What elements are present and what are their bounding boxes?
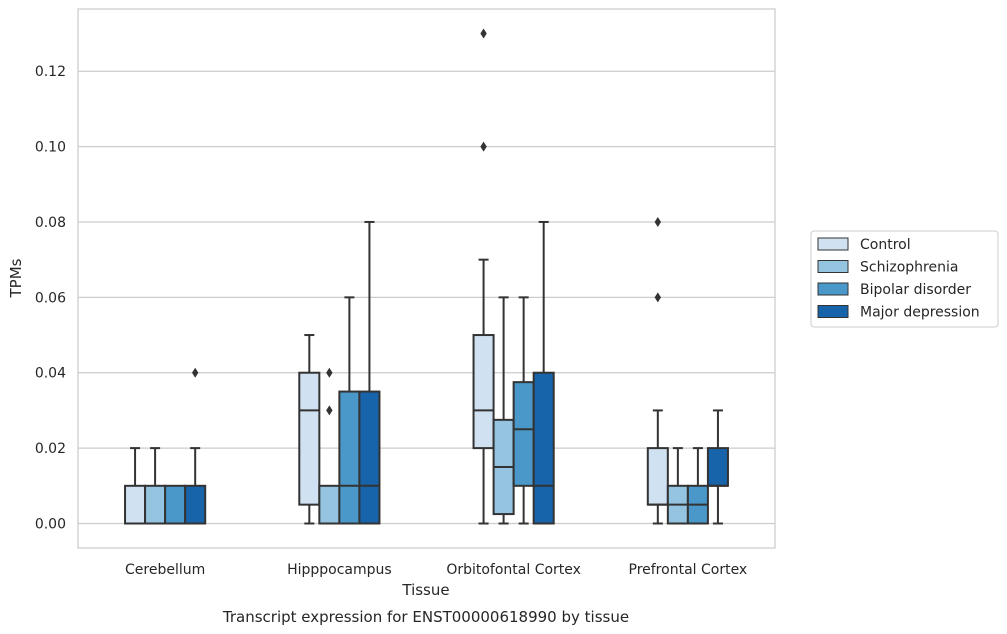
- box-schizophrenia: [666, 447, 689, 525]
- box-bipolar-disorder: [164, 484, 187, 525]
- box-control: [646, 216, 669, 525]
- x-tick-label: Cerebellum: [125, 562, 205, 578]
- box-iqr: [646, 447, 669, 506]
- y-tick-label: 0.04: [35, 366, 66, 382]
- box-bipolar-disorder: [512, 296, 535, 525]
- legend-swatch: [817, 237, 849, 251]
- x-tick-labels: Cerebellum Hipppocampus Orbitofontal Corte…: [125, 562, 747, 578]
- legend-frame: [810, 230, 999, 328]
- box-iqr: [184, 484, 207, 525]
- y-tick-labels: 0.00 0.02 0.04 0.06 0.08 0.10 0.12: [35, 64, 66, 532]
- box-iqr: [338, 390, 361, 525]
- y-tick-label: 0.12: [35, 64, 66, 80]
- outlier-point: [480, 28, 487, 39]
- box-control: [472, 28, 495, 525]
- legend-label: Bipolar disorder: [860, 282, 971, 298]
- x-tick-label: Prefrontal Cortex: [629, 562, 748, 578]
- y-tick-label: 0.10: [35, 140, 66, 156]
- y-axis-label: TPMs: [7, 258, 25, 298]
- box-bipolar-disorder: [686, 447, 709, 525]
- outlier-point: [326, 405, 333, 416]
- y-tick-label: 0.00: [35, 517, 66, 533]
- outlier-point: [191, 367, 199, 378]
- legend-label: Schizophrenia: [860, 260, 958, 276]
- chart-title: Transcript expression for ENST0000061899…: [222, 608, 629, 626]
- legend-label: Control: [860, 237, 911, 253]
- outlier-point: [654, 292, 662, 303]
- boxes: [124, 28, 729, 525]
- plot-background: [78, 9, 775, 548]
- legend-swatch: [817, 282, 849, 296]
- box-iqr: [512, 381, 535, 487]
- box-major-depression: [706, 409, 729, 525]
- outlier-point: [326, 367, 333, 378]
- box-iqr: [472, 334, 495, 450]
- box-major-depression: [532, 220, 555, 525]
- x-tick-label: Orbitofontal Cortex: [446, 562, 581, 578]
- y-tick-label: 0.06: [35, 290, 66, 306]
- y-tick-label: 0.02: [35, 441, 66, 457]
- outlier-point: [480, 141, 487, 152]
- box-iqr: [358, 390, 381, 525]
- legend-label: Major depression: [860, 305, 980, 321]
- legend-swatch: [817, 305, 849, 318]
- x-axis-label: Tissue: [401, 581, 449, 599]
- box-major-depression: [184, 367, 207, 525]
- box-iqr: [706, 447, 729, 487]
- y-tick-label: 0.08: [35, 215, 66, 231]
- legend: Control Schizophrenia Bipolar disorder Majo…: [810, 230, 999, 328]
- legend-swatch: [817, 260, 849, 273]
- box-iqr: [164, 484, 187, 525]
- box-iqr: [298, 371, 321, 506]
- box-iqr: [532, 371, 555, 525]
- box-iqr: [318, 484, 341, 525]
- box-control: [298, 334, 321, 525]
- box-major-depression: [358, 220, 381, 525]
- box-iqr: [144, 484, 167, 525]
- outlier-point: [654, 216, 662, 227]
- plot-frame: [77, 8, 776, 549]
- x-tick-label: Hipppocampus: [287, 562, 392, 578]
- box-iqr: [124, 484, 147, 525]
